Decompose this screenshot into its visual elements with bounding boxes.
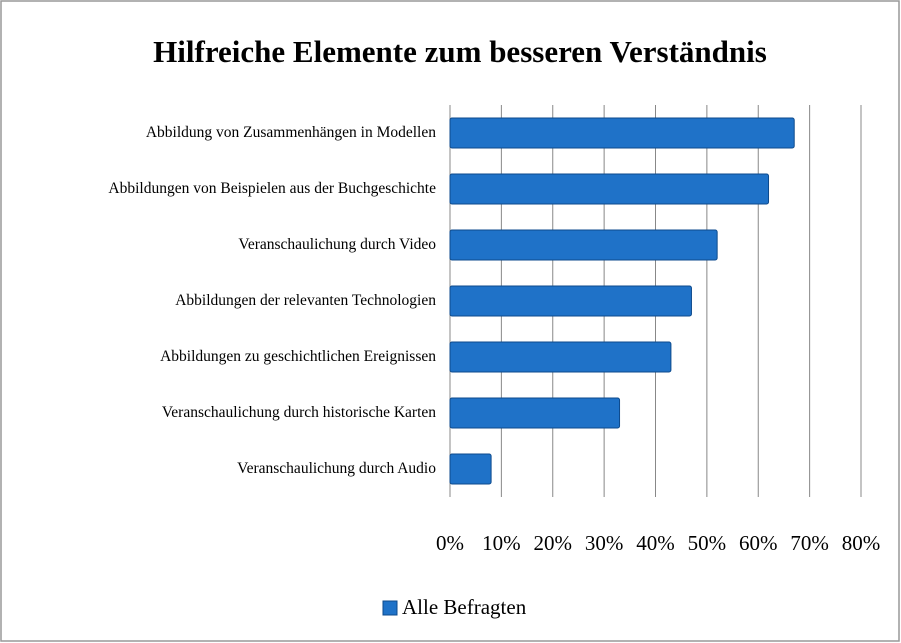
x-tick-label: 60% xyxy=(739,531,778,555)
bar xyxy=(449,285,692,317)
x-tick-label: 20% xyxy=(534,531,573,555)
bar xyxy=(449,397,621,429)
x-tick-label: 10% xyxy=(482,531,521,555)
x-tick-label: 30% xyxy=(585,531,624,555)
y-tick-label: Abbildungen der relevanten Technologien xyxy=(175,292,436,309)
bar xyxy=(449,117,795,149)
bar xyxy=(449,229,718,261)
bar xyxy=(449,453,492,485)
x-tick-label: 40% xyxy=(636,531,675,555)
y-tick-label: Abbildung von Zusammenhängen in Modellen xyxy=(145,124,436,141)
x-tick-label: 70% xyxy=(790,531,829,555)
bar xyxy=(449,173,770,205)
y-tick-label: Veranschaulichung durch Video xyxy=(238,236,436,253)
x-tick-label: 50% xyxy=(688,531,727,555)
y-tick-label: Veranschaulichung durch Audio xyxy=(237,460,436,477)
y-tick-label: Abbildungen zu geschichtlichen Ereigniss… xyxy=(160,348,436,365)
y-tick-label: Abbildungen von Beispielen aus der Buchg… xyxy=(108,180,436,197)
x-tick-label: 80% xyxy=(842,531,881,555)
legend-label: Alle Befragten xyxy=(402,595,527,619)
chart-title: Hilfreiche Elemente zum besseren Verstän… xyxy=(153,34,767,69)
legend-swatch xyxy=(382,600,398,616)
y-tick-label: Veranschaulichung durch historische Kart… xyxy=(161,404,436,421)
bar xyxy=(449,341,672,373)
x-tick-label: 0% xyxy=(436,531,464,555)
